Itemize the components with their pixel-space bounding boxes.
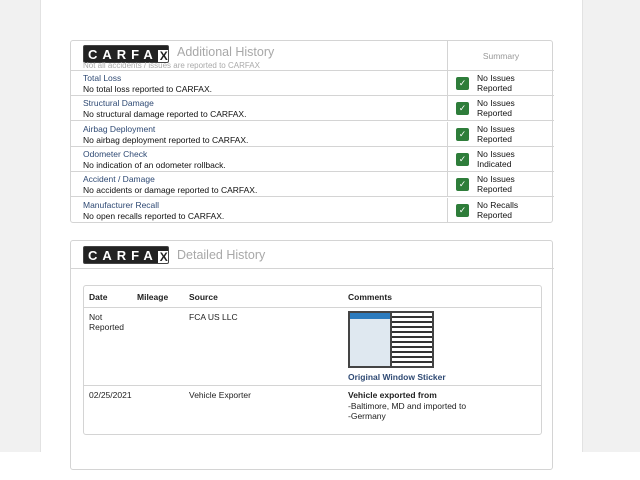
row-title: Structural Damage	[83, 98, 154, 109]
source-cell: Vehicle Exporter	[189, 390, 251, 400]
row-summary: ✓ No Recalls Reported	[447, 197, 554, 223]
status-text: No Issues Reported	[477, 98, 515, 119]
window-sticker-thumbnail[interactable]	[348, 311, 434, 368]
additional-history-card: CARFA X Additional History Not all accide…	[70, 40, 554, 223]
row-summary: ✓ No Issues Indicated	[447, 146, 554, 171]
row-title: Airbag Deployment	[83, 123, 156, 134]
column-header-mileage: Mileage	[137, 292, 169, 302]
row-summary: ✓ No Issues Reported	[447, 121, 554, 146]
column-header-source: Source	[189, 292, 218, 302]
comment-title: Vehicle exported from	[348, 390, 437, 400]
table-row: Not Reported FCA US LLC Original Window …	[84, 307, 541, 385]
status-text: No Issues Reported	[477, 174, 515, 195]
status-text: No Issues Reported	[477, 123, 515, 144]
row-description: No airbag deployment reported to CARFAX.	[83, 134, 249, 145]
row-summary: ✓ No Issues Reported	[447, 71, 554, 95]
check-icon: ✓	[456, 152, 469, 166]
check-icon: ✓	[456, 203, 469, 217]
card-title: Detailed History	[177, 248, 266, 262]
row-title: Manufacturer Recall	[83, 199, 160, 210]
card-subtitle: Not all accidents / issues are reported …	[83, 61, 260, 70]
row-description: No structural damage reported to CARFAX.	[83, 109, 247, 120]
history-row: Structural Damage No structural damage r…	[71, 96, 554, 122]
history-row: Odometer Check No indication of an odome…	[71, 146, 554, 172]
carfax-logo: CARFA X	[83, 246, 169, 264]
date-cell: Not Reported	[89, 312, 124, 332]
column-header-date: Date	[89, 292, 108, 302]
row-summary: ✓ No Issues Reported	[447, 172, 554, 197]
history-table: Date Mileage Source Comments Not Reporte…	[83, 285, 542, 435]
summary-header: Summary	[447, 41, 554, 71]
original-window-sticker-link[interactable]: Original Window Sticker	[348, 372, 446, 382]
detailed-history-card: CARFA X Detailed History Date Mileage Sou…	[70, 240, 554, 470]
column-header-comments: Comments	[348, 292, 392, 302]
status-text: No Issues Reported	[477, 73, 515, 93]
row-title: Odometer Check	[83, 148, 148, 159]
row-description: No open recalls reported to CARFAX.	[83, 210, 225, 221]
table-row: 02/25/2021 Vehicle Exporter Vehicle expo…	[84, 385, 541, 435]
card-header: CARFA X Additional History Not all accide…	[71, 41, 554, 71]
history-row: Accident / Damage No accidents or damage…	[71, 172, 554, 198]
card-title: Additional History	[177, 45, 275, 59]
status-text: No Issues Indicated	[477, 148, 515, 169]
source-cell: FCA US LLC	[189, 312, 238, 322]
history-row: Manufacturer Recall No open recalls repo…	[71, 197, 554, 223]
row-title: Total Loss	[83, 73, 122, 83]
check-icon: ✓	[456, 102, 469, 116]
row-description: No total loss reported to CARFAX.	[83, 84, 212, 94]
status-text: No Recalls Reported	[477, 199, 519, 220]
row-description: No indication of an odometer rollback.	[83, 159, 226, 170]
history-row: Total Loss No total loss reported to CAR…	[71, 71, 554, 96]
check-icon: ✓	[456, 127, 469, 141]
row-summary: ✓ No Issues Reported	[447, 96, 554, 121]
check-icon: ✓	[456, 77, 469, 90]
row-title: Accident / Damage	[83, 174, 155, 185]
row-description: No accidents or damage reported to CARFA…	[83, 185, 258, 196]
comment-text: -Baltimore, MD and imported to -Germany	[348, 401, 467, 421]
carfax-logo: CARFA X	[83, 45, 169, 63]
check-icon: ✓	[456, 178, 469, 192]
history-row: Airbag Deployment No airbag deployment r…	[71, 121, 554, 147]
date-cell: 02/25/2021	[89, 390, 132, 400]
card-header: CARFA X Detailed History	[71, 241, 554, 269]
